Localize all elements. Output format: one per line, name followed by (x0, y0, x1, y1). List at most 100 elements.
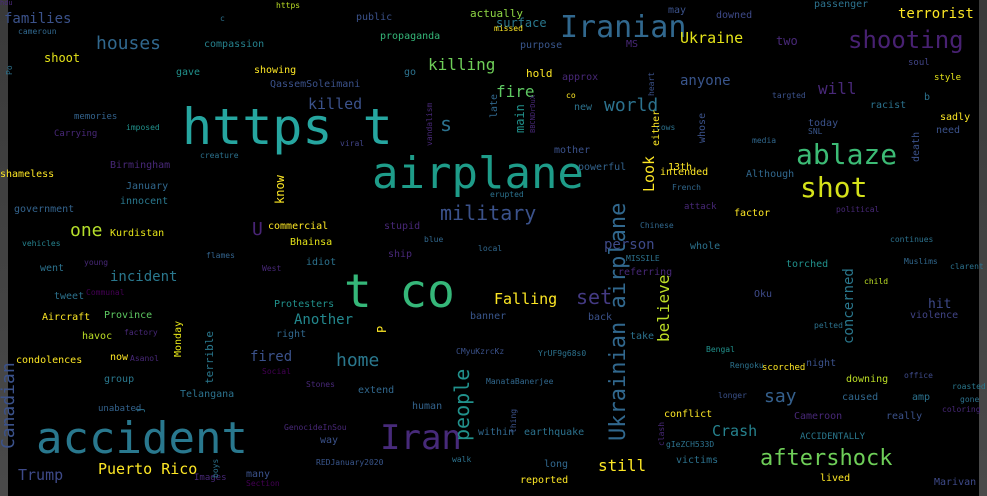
cloud-word: ablaze (796, 138, 898, 171)
cloud-word: people (450, 368, 474, 441)
cloud-word: sadly (940, 112, 971, 123)
cloud-word: French (672, 183, 701, 192)
cloud-word: idiot (306, 257, 337, 268)
cloud-word: Iranian (560, 10, 687, 45)
cloud-word: right (276, 329, 307, 340)
cloud-word: thing (509, 408, 518, 433)
cloud-word: heart (647, 71, 656, 96)
cloud-word: propaganda (380, 31, 441, 42)
cloud-word: Look (640, 155, 658, 192)
cloud-word: person (604, 237, 655, 253)
cloud-word: Falling (494, 290, 558, 308)
cloud-word: political (836, 205, 880, 214)
cloud-word: BBCNDrDuX (529, 95, 537, 133)
cloud-word: P (375, 325, 389, 333)
cloud-word: Stones (306, 380, 335, 389)
cloud-word: havoc (82, 331, 113, 342)
cloud-word: today (808, 118, 839, 129)
cloud-word: vehicles (22, 239, 61, 248)
cloud-word: one (70, 220, 103, 241)
cloud-word: January (126, 181, 169, 192)
cloud-word: child (864, 277, 889, 286)
cloud-word: clash (657, 421, 666, 446)
cloud-word: night (806, 358, 837, 369)
cloud-word: victims (676, 455, 719, 466)
cloud-word: young (84, 258, 109, 267)
cloud-word: GenocideInSou (284, 423, 347, 432)
cloud-word: houses (96, 33, 162, 54)
left-edge-strip (0, 0, 8, 496)
cloud-word: compassion (204, 39, 265, 50)
cloud-word: human (412, 401, 443, 412)
cloud-word: killing (428, 55, 496, 74)
cloud-word: gave (176, 67, 201, 78)
cloud-word: home (336, 350, 380, 371)
cloud-word: tweet (54, 291, 85, 302)
cloud-word: boys (211, 458, 220, 478)
cloud-word: extend (358, 385, 395, 396)
cloud-word: West (262, 264, 282, 273)
cloud-word: erupted (490, 190, 524, 199)
cloud-word: soul (908, 58, 930, 68)
cloud-word: Monday (173, 320, 184, 357)
cloud-word: may (668, 5, 687, 16)
cloud-word: referring (618, 267, 673, 278)
cloud-word: main (513, 104, 527, 133)
cloud-word: violence (910, 310, 959, 321)
cloud-word: coloring (942, 405, 981, 414)
cloud-word: need (936, 125, 961, 136)
cloud-word: hit (928, 297, 952, 312)
cloud-word: Trump (18, 466, 64, 484)
cloud-word: hdu (0, 0, 13, 7)
cloud-word: world (604, 95, 659, 116)
cloud-word: families (4, 11, 72, 27)
cloud-word: Protesters (274, 299, 335, 310)
cloud-word: Marivan (934, 477, 977, 488)
cloud-word: scorched (762, 363, 806, 373)
cloud-word: anyone (680, 73, 731, 89)
cloud-word: Province (104, 310, 153, 321)
cloud-word: incident (110, 269, 178, 285)
cloud-word: CMyuKzrcKz (456, 347, 505, 356)
cloud-word: Iran (380, 418, 462, 458)
cloud-word: media (752, 136, 777, 145)
cloud-word: fire (496, 82, 535, 101)
cloud-word: Rengoku (730, 361, 764, 370)
right-edge-strip (979, 0, 987, 496)
cloud-word: aftershock (760, 446, 893, 471)
cloud-word: creature (200, 151, 239, 160)
cloud-word: public (356, 12, 393, 23)
cloud-word: pelted (814, 321, 843, 330)
cloud-word: Ukraine (680, 29, 744, 47)
cloud-word: innocent (120, 196, 169, 207)
cloud-word: blue (424, 235, 444, 244)
cloud-word: ManataBanerjee (486, 377, 554, 386)
cloud-word: Telangana (180, 389, 235, 400)
cloud-word: purpose (520, 40, 563, 51)
cloud-word: missed (494, 24, 523, 33)
cloud-word: stupid (384, 221, 421, 232)
cloud-word: Ukrainian airplane (606, 202, 631, 441)
cloud-word: commercial (268, 221, 329, 232)
cloud-word: MS (626, 39, 639, 50)
cloud-word: flames (206, 251, 235, 260)
cloud-word: vandalism (425, 102, 434, 146)
cloud-word: continues (890, 235, 934, 244)
cloud-word: clarent (950, 262, 984, 271)
cloud-word: shot (800, 171, 868, 204)
cloud-word: long (544, 459, 569, 470)
cloud-word: racist (870, 100, 907, 111)
cloud-word: https (276, 1, 301, 10)
cloud-word: back (588, 312, 613, 323)
cloud-word: banner (470, 311, 507, 322)
cloud-word: ship (388, 249, 413, 260)
cloud-word: set (576, 285, 613, 309)
cloud-word: went (40, 263, 65, 274)
cloud-word: whose (697, 112, 708, 143)
cloud-word: style (934, 73, 962, 83)
cloud-word: know (273, 175, 287, 204)
cloud-word: death (911, 131, 922, 162)
cloud-word: imposed (126, 123, 160, 132)
cloud-word: Chinese (640, 221, 674, 230)
cloud-word: will (818, 79, 857, 98)
